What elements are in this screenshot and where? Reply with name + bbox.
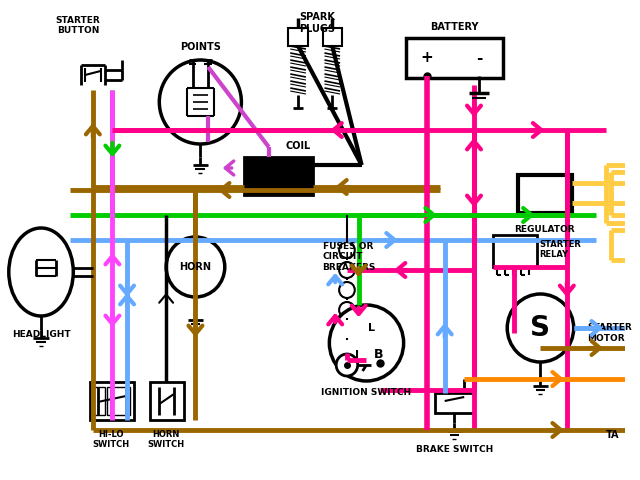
Text: REGULATOR: REGULATOR — [514, 225, 575, 234]
Circle shape — [339, 302, 355, 318]
Text: L: L — [368, 323, 375, 333]
Text: SPARK
PLUGS: SPARK PLUGS — [300, 12, 335, 34]
Text: IGNITION SWITCH: IGNITION SWITCH — [321, 388, 412, 397]
Text: TA: TA — [606, 430, 620, 440]
Text: HORN
SWITCH: HORN SWITCH — [148, 430, 185, 449]
Circle shape — [336, 354, 358, 376]
Bar — [518, 175, 572, 213]
Circle shape — [159, 60, 241, 144]
Circle shape — [166, 237, 225, 297]
Text: HORN: HORN — [179, 262, 211, 272]
Text: STARTER
BUTTON: STARTER BUTTON — [56, 16, 100, 35]
Text: BRAKE SWITCH: BRAKE SWITCH — [416, 445, 493, 454]
Circle shape — [508, 294, 573, 362]
Bar — [90, 382, 134, 420]
Circle shape — [339, 322, 355, 338]
Text: FUSES OR
CIRCUIT
BREAKERS: FUSES OR CIRCUIT BREAKERS — [323, 242, 376, 272]
Text: HI-LO
SWITCH: HI-LO SWITCH — [93, 430, 130, 449]
Circle shape — [339, 262, 355, 278]
Ellipse shape — [9, 228, 74, 316]
Bar — [406, 38, 503, 78]
Circle shape — [339, 282, 355, 298]
Text: HEADLIGHT: HEADLIGHT — [12, 330, 70, 339]
Bar — [244, 157, 313, 195]
Bar — [493, 235, 536, 267]
Circle shape — [339, 342, 355, 358]
Text: B: B — [374, 348, 383, 361]
Bar — [106, 387, 130, 415]
Text: STARTER
RELAY: STARTER RELAY — [540, 240, 581, 259]
Text: -: - — [476, 50, 482, 65]
Bar — [93, 387, 104, 415]
Text: POINTS: POINTS — [180, 42, 221, 52]
Bar — [323, 28, 342, 46]
Text: COIL: COIL — [285, 141, 310, 151]
Circle shape — [339, 242, 355, 258]
Text: STARTER
MOTOR: STARTER MOTOR — [588, 324, 632, 343]
Text: BATTERY: BATTERY — [430, 22, 479, 32]
Text: I: I — [355, 350, 358, 360]
Bar — [435, 393, 474, 413]
Circle shape — [330, 305, 404, 381]
Bar — [288, 28, 308, 46]
Text: S: S — [531, 314, 550, 342]
Bar — [150, 382, 184, 420]
Text: +: + — [420, 50, 433, 65]
